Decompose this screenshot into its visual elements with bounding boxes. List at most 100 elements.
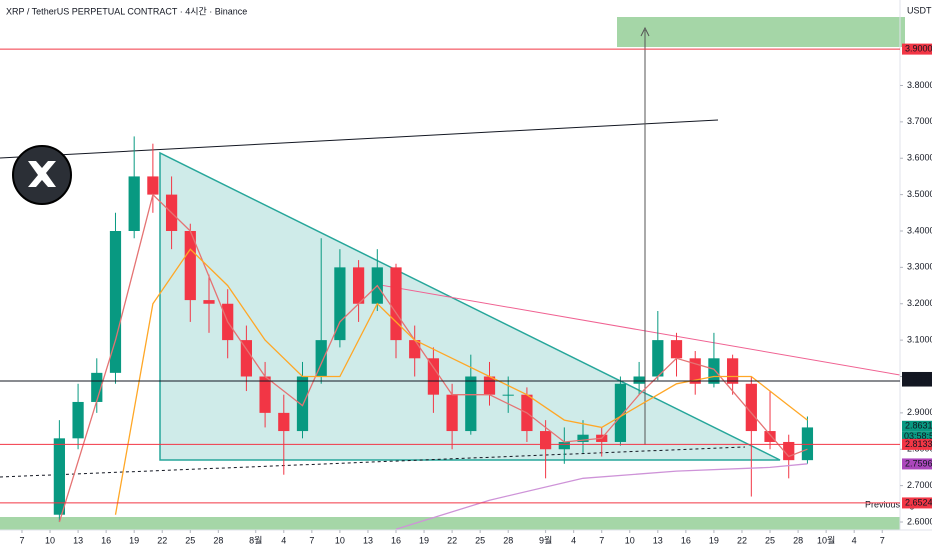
candle-body	[184, 230, 196, 301]
candle-body	[633, 376, 645, 384]
candle-body	[502, 394, 514, 396]
candle-body	[72, 401, 84, 439]
x-tick-label: 10	[45, 535, 55, 545]
y-tick-label: 3.1000	[907, 334, 932, 344]
candle-body	[483, 376, 496, 395]
candle-body	[109, 230, 122, 373]
candle-body	[91, 372, 103, 402]
annotation: Previous high	[865, 499, 920, 509]
candle-body	[409, 340, 421, 359]
x-tick-label: 7	[599, 535, 604, 545]
currency: USDT	[907, 5, 932, 15]
candle-body	[708, 358, 720, 384]
level-box	[902, 420, 932, 432]
candle-body	[783, 441, 795, 461]
x-tick-label: 13	[653, 535, 663, 545]
candle-body	[390, 267, 402, 341]
x-tick-label: 19	[709, 535, 719, 545]
candle-body	[727, 358, 739, 384]
y-tick-label: 3.5000	[907, 189, 932, 199]
candle-body	[147, 176, 159, 195]
y-tick-label: 3.2000	[907, 298, 932, 308]
candle-body	[315, 340, 327, 377]
level-label: 2.8631	[905, 421, 932, 431]
y-tick-label: 3.3000	[907, 262, 932, 272]
level-box	[902, 438, 932, 450]
support-zone	[0, 517, 900, 530]
x-tick-label: 4	[852, 535, 857, 545]
candle-body	[259, 376, 271, 413]
candle-body	[764, 431, 776, 442]
candle-body	[801, 427, 814, 461]
candle-body	[240, 340, 252, 377]
arrow-head	[640, 26, 650, 37]
candle-body	[614, 383, 627, 442]
x-tick-label: 8월	[249, 534, 262, 545]
x-tick-label: 28	[793, 535, 803, 545]
moving-average	[114, 248, 808, 515]
candle-body	[203, 300, 215, 304]
x-tick-label: 22	[157, 535, 167, 545]
level-box	[902, 375, 932, 387]
x-tick-label: 7	[19, 535, 24, 545]
x-tick-label: 7	[880, 535, 885, 545]
chart-title: XRP / TetherUS PERPETUAL CONTRACT · 4시간 …	[6, 6, 247, 16]
candle-body	[296, 376, 309, 432]
candle-body	[446, 394, 458, 432]
red-trendline	[379, 284, 901, 376]
countdown-box	[902, 431, 932, 442]
y-tick-label: 3.8000	[907, 80, 932, 90]
candle-body	[670, 340, 683, 359]
countdown: 03:58:55	[904, 431, 932, 441]
candle-body	[427, 358, 440, 395]
level-label: 2.9875	[905, 375, 932, 385]
candle-body	[128, 176, 140, 231]
x-tick-label: 28	[213, 535, 223, 545]
y-tick-label: 3.4000	[907, 225, 932, 235]
x-tick-label: 10	[625, 535, 635, 545]
candle-body	[558, 441, 570, 450]
moving-average	[395, 463, 808, 530]
level-box	[902, 497, 932, 509]
x-tick-label: 4	[281, 535, 286, 545]
candle-body	[465, 376, 477, 432]
x-tick-label: 25	[765, 535, 775, 545]
x-tick-label: 7	[309, 535, 314, 545]
triangle-pattern	[159, 151, 781, 461]
xrp-logo	[12, 145, 72, 205]
level-label: 2.7596	[905, 458, 932, 468]
target-zone	[617, 17, 905, 47]
dashed-trendline	[0, 446, 746, 478]
x-tick-label: 16	[101, 535, 111, 545]
candle-body	[540, 431, 552, 450]
x-tick-label: 9월	[539, 534, 552, 545]
x-tick-label: 16	[391, 535, 401, 545]
candle-body	[278, 412, 290, 432]
level-box	[902, 43, 932, 55]
y-tick-label: 2.6000	[907, 516, 932, 526]
x-tick-label: 25	[185, 535, 195, 545]
level-label: 3.9000	[905, 43, 932, 53]
candle-body	[745, 383, 757, 432]
x-tick-label: 22	[447, 535, 457, 545]
candle-body	[652, 340, 664, 377]
x-tick-label: 16	[681, 535, 691, 545]
level-box	[902, 458, 932, 470]
level-label: 2.6524	[905, 497, 932, 507]
x-tick-label: 19	[419, 535, 429, 545]
x-tick-label: 4	[571, 535, 576, 545]
x-tick-label: 13	[363, 535, 373, 545]
x-tick-label: 22	[737, 535, 747, 545]
x-tick-label: 19	[129, 535, 139, 545]
candle-body	[689, 358, 701, 384]
y-tick-label: 3.6000	[907, 153, 932, 163]
candle-body	[577, 434, 589, 442]
candle-body	[352, 267, 365, 304]
level-label: 2.8133	[905, 439, 932, 449]
candle-body	[53, 438, 65, 515]
y-tick-label: 2.7000	[907, 480, 932, 490]
x-tick-label: 10월	[817, 534, 835, 545]
candle-body	[334, 267, 346, 341]
